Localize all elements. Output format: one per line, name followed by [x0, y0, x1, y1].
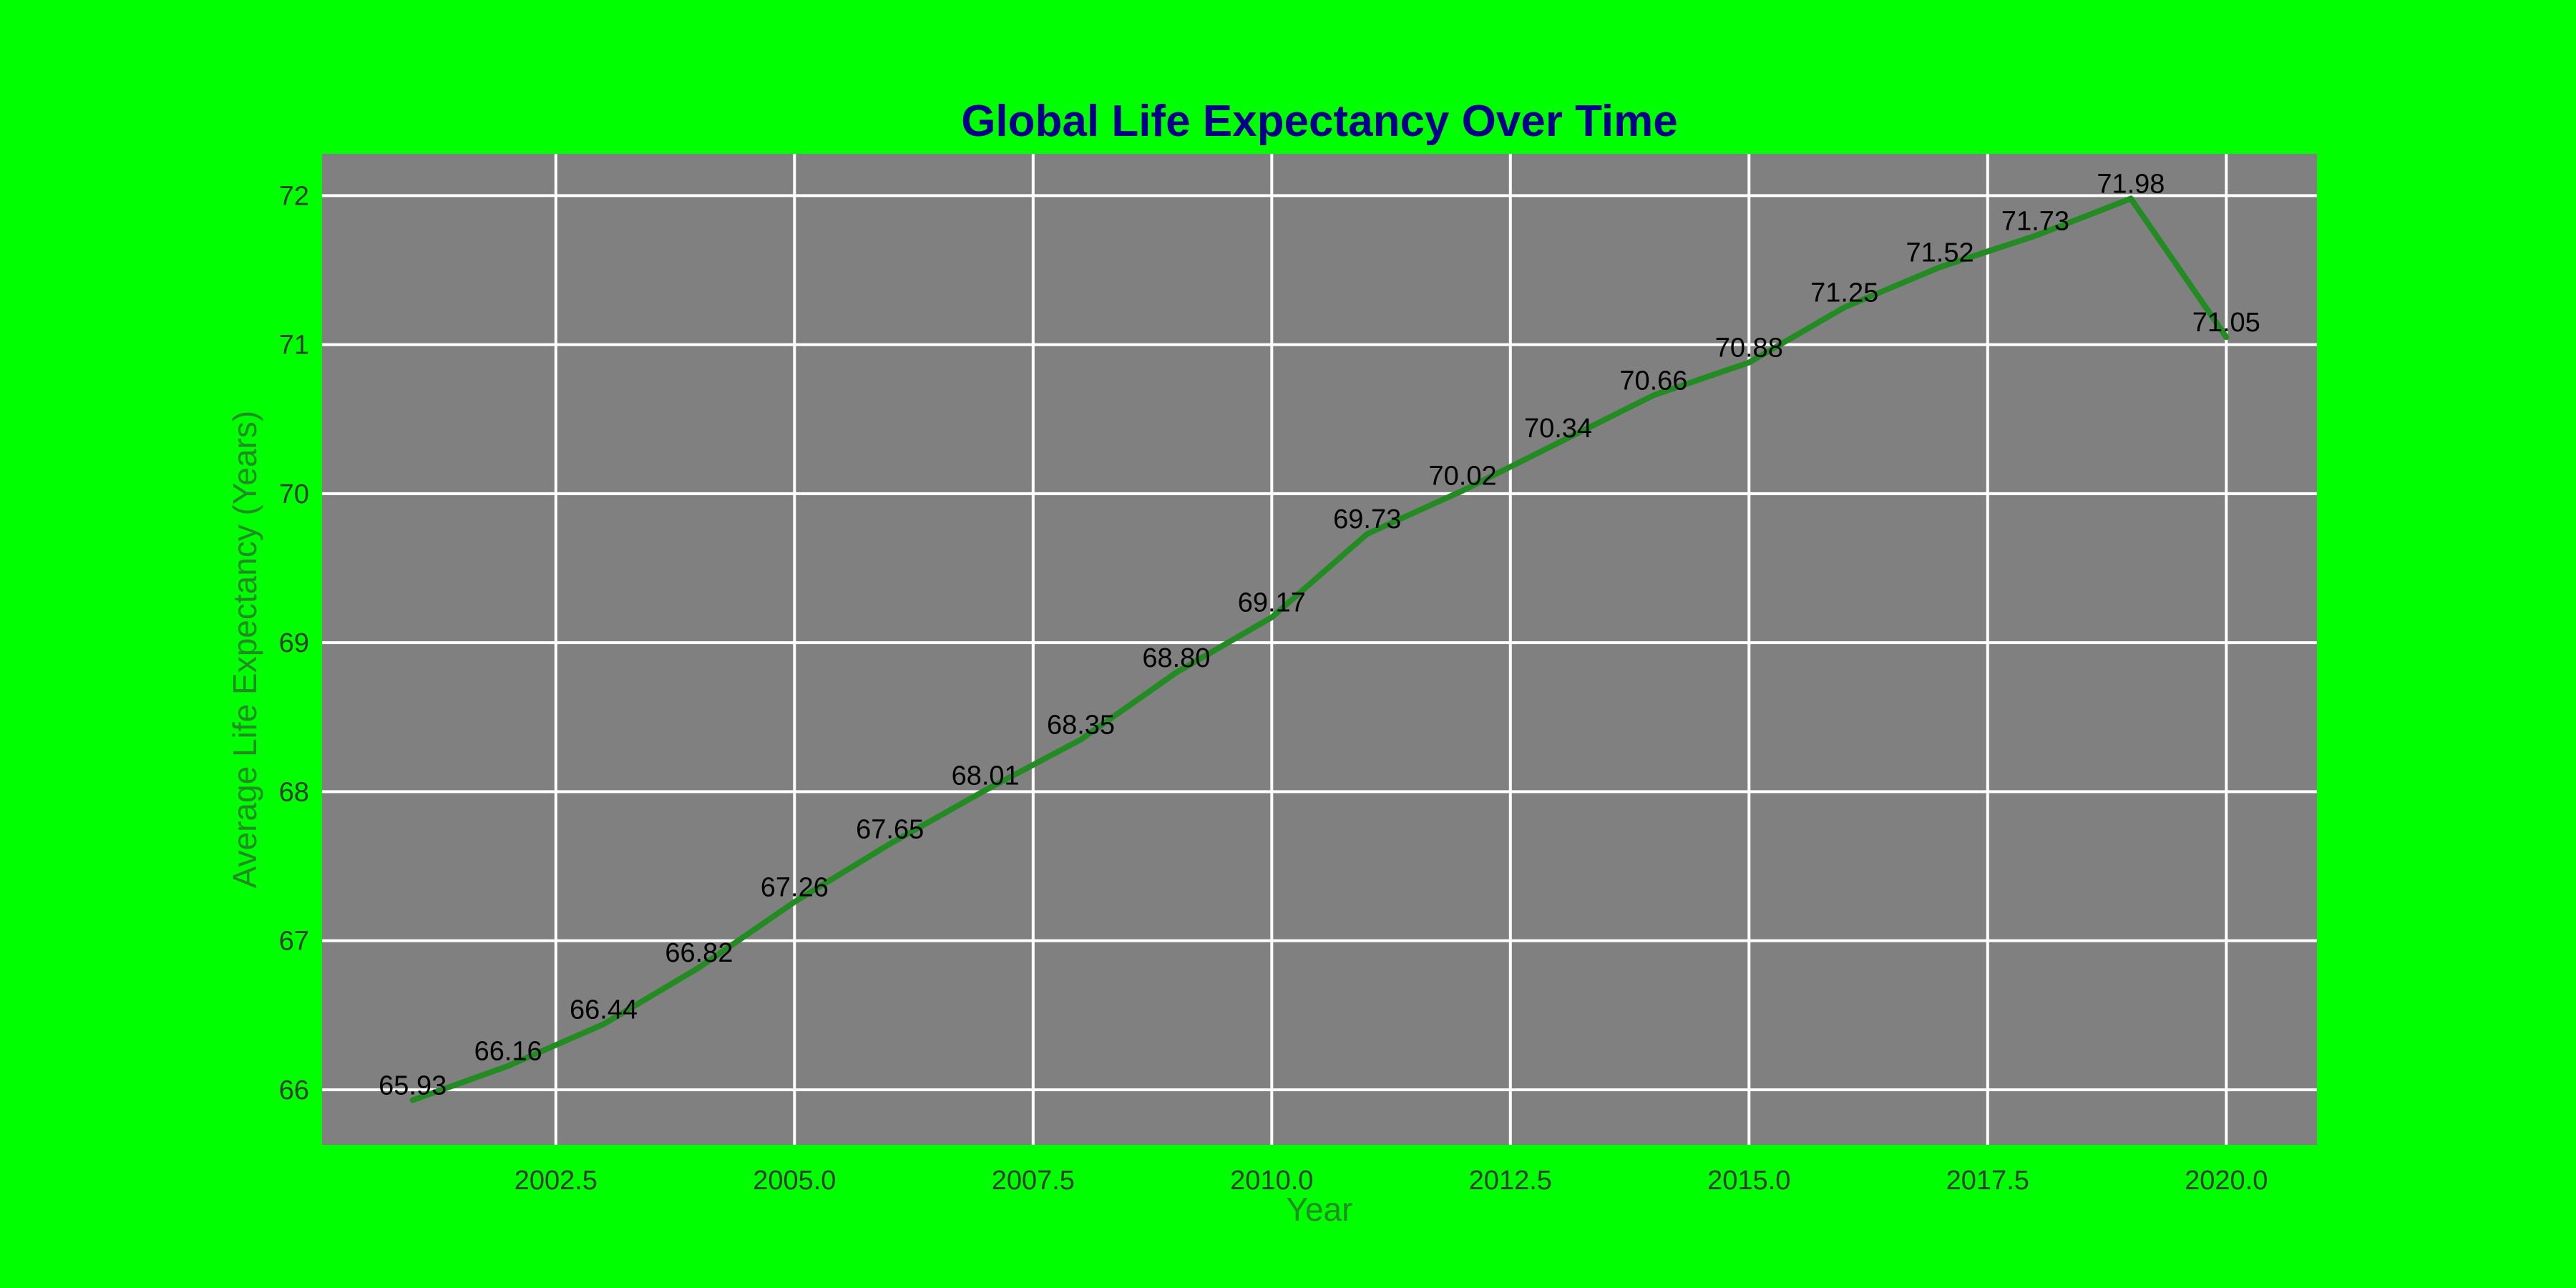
data-label: 66.16 — [474, 1037, 542, 1067]
y-tick-label: 68 — [279, 777, 309, 807]
x-tick-label: 2015.0 — [1707, 1166, 1790, 1196]
data-label: 71.73 — [2001, 207, 2069, 237]
data-label: 69.17 — [1238, 588, 1306, 618]
data-label: 67.26 — [761, 873, 829, 903]
data-label: 68.35 — [1047, 711, 1115, 741]
y-tick-label: 71 — [279, 331, 309, 361]
grid-lines — [322, 154, 2317, 1145]
y-tick-label: 70 — [279, 479, 309, 509]
data-label: 71.98 — [2097, 169, 2165, 199]
data-label: 69.73 — [1333, 504, 1401, 535]
data-label: 66.82 — [665, 938, 733, 968]
data-label: 71.05 — [2192, 308, 2260, 338]
data-label: 70.34 — [1524, 414, 1592, 444]
chart-title: Global Life Expectancy Over Time — [961, 97, 1678, 146]
x-tick-label: 2010.0 — [1230, 1166, 1313, 1196]
data-label: 70.02 — [1429, 462, 1497, 492]
data-label: 65.93 — [379, 1071, 447, 1101]
y-tick-label: 69 — [279, 628, 309, 658]
x-tick-label: 2002.5 — [514, 1166, 597, 1196]
series-line — [409, 195, 2230, 1103]
x-tick-label: 2012.5 — [1469, 1166, 1552, 1196]
plot-area — [322, 154, 2317, 1145]
x-tick-labels: 2002.5 2005.0 2007.5 2010.0 2012.5 2015.0 2017… — [514, 1166, 2268, 1196]
x-axis-label: Year — [1287, 1191, 1353, 1228]
data-label: 68.80 — [1142, 643, 1210, 673]
data-labels: 65.93 66.16 66.44 66.82 67.26 67.65 68.01 68.35… — [379, 169, 2260, 1101]
x-tick-label: 2005.0 — [753, 1166, 836, 1196]
x-tick-label: 2017.5 — [1946, 1166, 2029, 1196]
x-tick-label: 2020.0 — [2185, 1166, 2268, 1196]
data-label: 70.88 — [1715, 333, 1783, 364]
y-tick-label: 72 — [279, 181, 309, 211]
x-tick-label: 2007.5 — [992, 1166, 1075, 1196]
data-label: 71.25 — [1810, 278, 1878, 308]
data-label: 68.01 — [952, 761, 1020, 791]
data-label: 67.65 — [856, 814, 924, 844]
y-tick-label: 67 — [279, 927, 309, 957]
data-label: 70.66 — [1619, 366, 1687, 396]
data-label: 71.52 — [1906, 238, 1974, 268]
series-layer — [409, 195, 2230, 1103]
y-tick-labels: 66 67 68 69 70 71 72 — [279, 181, 309, 1106]
data-label: 66.44 — [570, 995, 638, 1025]
y-axis-label: Average Life Expectancy (Years) — [226, 411, 263, 888]
y-tick-label: 66 — [279, 1075, 309, 1106]
